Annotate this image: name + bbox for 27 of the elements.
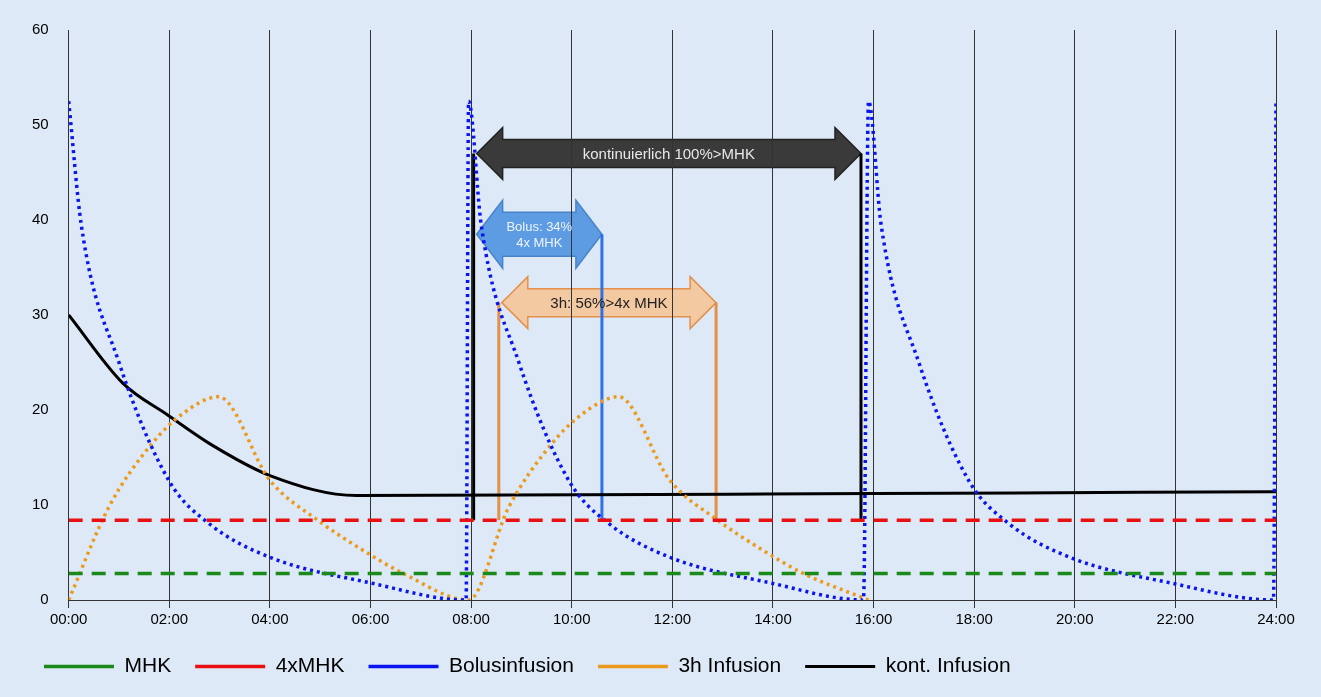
y-tick-label: 40	[32, 210, 49, 228]
x-tick-label: 06:00	[351, 610, 390, 628]
line-series	[68, 394, 871, 600]
y-tick-label: 50	[32, 115, 49, 133]
legend-label: kont. Infusion	[885, 653, 1011, 677]
x-tick-label: 14:00	[754, 610, 792, 628]
legend-label: 4xMHK	[275, 653, 345, 677]
x-tick-label: 16:00	[854, 610, 893, 628]
x-tick-label: 04:00	[251, 610, 289, 628]
x-tick-label: 08:00	[452, 610, 490, 628]
y-tick-label: 0	[40, 590, 49, 608]
x-tick-label: 22:00	[1156, 610, 1195, 628]
x-tick-label: 20:00	[1056, 610, 1094, 628]
y-tick-label: 60	[32, 20, 49, 38]
x-tick-label: 02:00	[150, 610, 189, 628]
x-tick-label: 10:00	[552, 610, 591, 628]
y-tick-label: 10	[32, 495, 49, 513]
x-tick-label: 00:00	[49, 610, 88, 628]
y-tick-label: 30	[32, 305, 49, 323]
legend-label: Bolusinfusion	[449, 653, 574, 677]
legend-label: MHK	[124, 653, 172, 677]
y-tick-label: 20	[32, 400, 49, 418]
x-tick-label: 24:00	[1257, 610, 1295, 628]
legend-label: 3h Infusion	[678, 653, 782, 677]
x-tick-label: 12:00	[653, 610, 692, 628]
annotation: kontinuierlich 100%>MHK	[582, 144, 755, 162]
x-tick-label: 18:00	[955, 610, 993, 628]
